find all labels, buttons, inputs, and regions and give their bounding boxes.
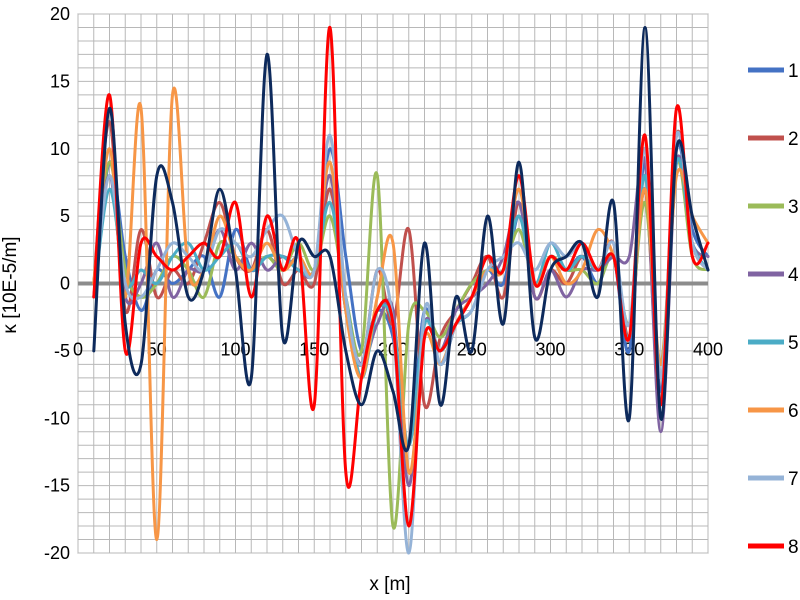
x-tick-label: 150: [299, 340, 329, 360]
series-line-8: [92, 25, 710, 528]
legend: 1 2 3 4 5 6 7 8: [748, 61, 799, 558]
x-tick-label: 400: [693, 340, 723, 360]
x-tick-label: 300: [535, 340, 565, 360]
y-tick-label: -5: [54, 341, 70, 361]
legend-label-6: 6: [788, 401, 799, 422]
x-tick-label: 100: [220, 340, 250, 360]
y-tick-label: -15: [44, 476, 70, 496]
y-tick-label: 15: [50, 71, 70, 91]
series-lines: [92, 25, 710, 555]
legend-label-1: 1: [788, 61, 799, 82]
y-tick-label: -10: [44, 408, 70, 428]
legend-label-5: 5: [788, 333, 799, 354]
legend-label-3: 3: [788, 197, 799, 218]
legend-label-2: 2: [788, 129, 799, 150]
y-axis-label: κ [10E-5/m]: [0, 236, 21, 333]
legend-label-7: 7: [788, 469, 799, 490]
y-tick-label: 20: [50, 4, 70, 24]
x-tick-label: 0: [73, 340, 83, 360]
legend-label-4: 4: [788, 265, 799, 286]
x-tick-label: 50: [147, 340, 167, 360]
series-line-6: [92, 86, 710, 542]
y-tick-label: -20: [44, 543, 70, 563]
y-tick-label: 5: [60, 206, 70, 226]
y-tick-label: 10: [50, 139, 70, 159]
x-axis-label: x [m]: [369, 574, 410, 595]
legend-label-8: 8: [788, 537, 799, 558]
series-line-unlabeled: [92, 26, 710, 453]
y-tick-label: 0: [60, 274, 70, 294]
